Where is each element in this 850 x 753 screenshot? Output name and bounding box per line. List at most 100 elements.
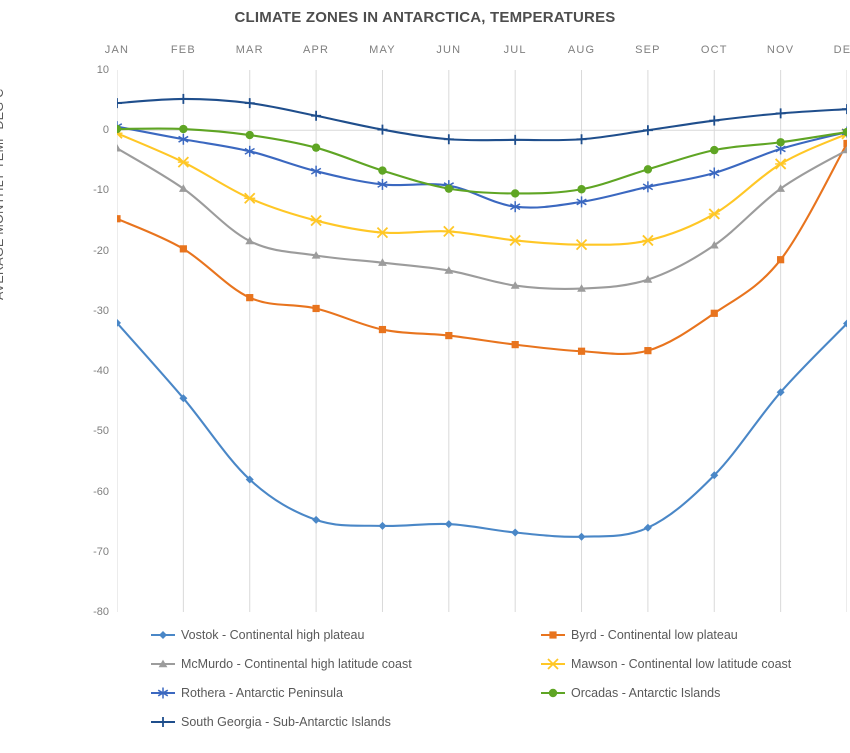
plot-area [117, 70, 847, 612]
data-point-marker [842, 145, 847, 154]
data-point-marker [378, 258, 387, 266]
data-point-marker [776, 138, 785, 147]
data-point-marker [177, 156, 190, 168]
data-point-marker [246, 294, 254, 302]
data-point-marker [378, 166, 387, 175]
legend-item[interactable]: Byrd - Continental low plateau [540, 628, 738, 642]
series-vostok [117, 318, 847, 541]
legend-marker-icon [540, 657, 566, 671]
data-point-marker [577, 532, 586, 541]
data-point-marker [444, 184, 454, 193]
data-point-marker [159, 631, 167, 639]
data-point-marker [157, 687, 169, 699]
data-point-marker [642, 234, 654, 247]
data-point-marker [311, 143, 321, 152]
y-tick-label: 0 [102, 124, 109, 137]
data-point-marker [577, 284, 586, 292]
data-point-marker [310, 214, 322, 227]
y-tick-label: -60 [93, 485, 109, 498]
legend-item-label: Vostok - Continental high plateau [181, 628, 365, 642]
data-point-marker [709, 167, 720, 179]
y-tick-label: -70 [93, 545, 109, 558]
data-point-marker [510, 281, 520, 289]
legend-item-label: Byrd - Continental low plateau [571, 628, 738, 642]
legend-marker-icon [150, 715, 176, 729]
data-point-marker [575, 239, 588, 251]
legend-item-label: South Georgia - Sub-Antarctic Islands [181, 715, 391, 729]
data-point-marker [378, 325, 387, 334]
data-point-marker [117, 215, 121, 223]
x-tick-label-apr: APR [302, 44, 330, 56]
data-point-marker [577, 185, 586, 194]
data-point-marker [178, 93, 189, 104]
series-south georgia [117, 93, 847, 145]
legend-marker-icon [540, 686, 566, 700]
data-point-marker [244, 145, 255, 157]
series-mawson [117, 127, 847, 251]
data-point-marker [445, 331, 453, 340]
data-point-marker [443, 134, 454, 145]
data-point-marker [775, 108, 786, 119]
data-point-marker [311, 251, 321, 259]
data-point-marker [642, 125, 653, 136]
legend-marker-icon [150, 628, 176, 642]
data-point-marker [842, 127, 847, 137]
x-tick-label-jul: JUL [503, 44, 527, 56]
y-tick-label: -10 [93, 184, 109, 197]
y-tick-label: 10 [96, 64, 109, 76]
data-point-marker [117, 124, 122, 134]
data-point-marker [842, 104, 847, 115]
data-point-marker [245, 130, 254, 140]
data-point-marker [710, 309, 718, 317]
data-point-marker [158, 717, 168, 727]
legend-item[interactable]: McMurdo - Continental high latitude coas… [150, 657, 412, 671]
data-point-marker [310, 165, 322, 177]
data-point-marker [377, 178, 388, 190]
series-rothera [117, 121, 847, 213]
x-tick-label-feb: FEB [170, 44, 196, 56]
legend-item-label: McMurdo - Continental high latitude coas… [181, 657, 412, 671]
legend-item[interactable]: South Georgia - Sub-Antarctic Islands [150, 715, 391, 729]
x-tick-label-nov: NOV [766, 44, 795, 56]
data-point-marker [178, 184, 188, 192]
data-point-marker [179, 245, 187, 253]
data-point-marker [547, 658, 559, 670]
data-point-marker [511, 528, 520, 537]
legend-item[interactable]: Rothera - Antarctic Peninsula [150, 686, 343, 700]
chart-legend: Vostok - Continental high plateau Byrd - … [150, 628, 840, 738]
data-point-marker [843, 319, 847, 328]
legend-item-label: Rothera - Antarctic Peninsula [181, 686, 343, 700]
data-point-marker [117, 98, 122, 109]
series-orcadas [117, 124, 847, 198]
data-point-marker [245, 475, 254, 484]
y-tick-label: -20 [93, 244, 109, 257]
legend-item[interactable]: Vostok - Continental high plateau [150, 628, 364, 642]
x-tick-label-mar: MAR [235, 44, 264, 56]
y-tick-label: -50 [93, 425, 109, 438]
data-point-marker [179, 124, 188, 134]
data-point-marker [643, 523, 652, 532]
data-point-marker [642, 181, 654, 193]
x-tick-label-jun: JUN [436, 44, 462, 56]
chart-title: CLIMATE ZONES IN ANTARCTICA, TEMPERATURE… [234, 9, 616, 26]
legend-marker-icon [540, 628, 566, 642]
data-point-marker [576, 134, 587, 145]
gridlines [117, 70, 847, 612]
data-point-marker [643, 275, 653, 283]
data-point-marker [312, 515, 321, 524]
data-point-marker [510, 201, 521, 213]
legend-item[interactable]: Orcadas - Antarctic Islands [540, 686, 720, 700]
data-point-marker [509, 234, 521, 247]
x-tick-label-sep: SEP [635, 44, 661, 56]
legend-item[interactable]: Mawson - Continental low latitude coast [540, 657, 791, 671]
data-point-marker [708, 208, 720, 220]
data-point-marker [444, 266, 454, 274]
data-point-marker [709, 240, 719, 249]
data-point-marker [644, 347, 652, 355]
series-mcmurdo [117, 143, 847, 292]
data-point-marker [774, 158, 787, 170]
data-point-marker [443, 225, 455, 238]
legend-item-label: Mawson - Continental low latitude coast [571, 657, 792, 671]
data-point-marker [577, 347, 586, 355]
